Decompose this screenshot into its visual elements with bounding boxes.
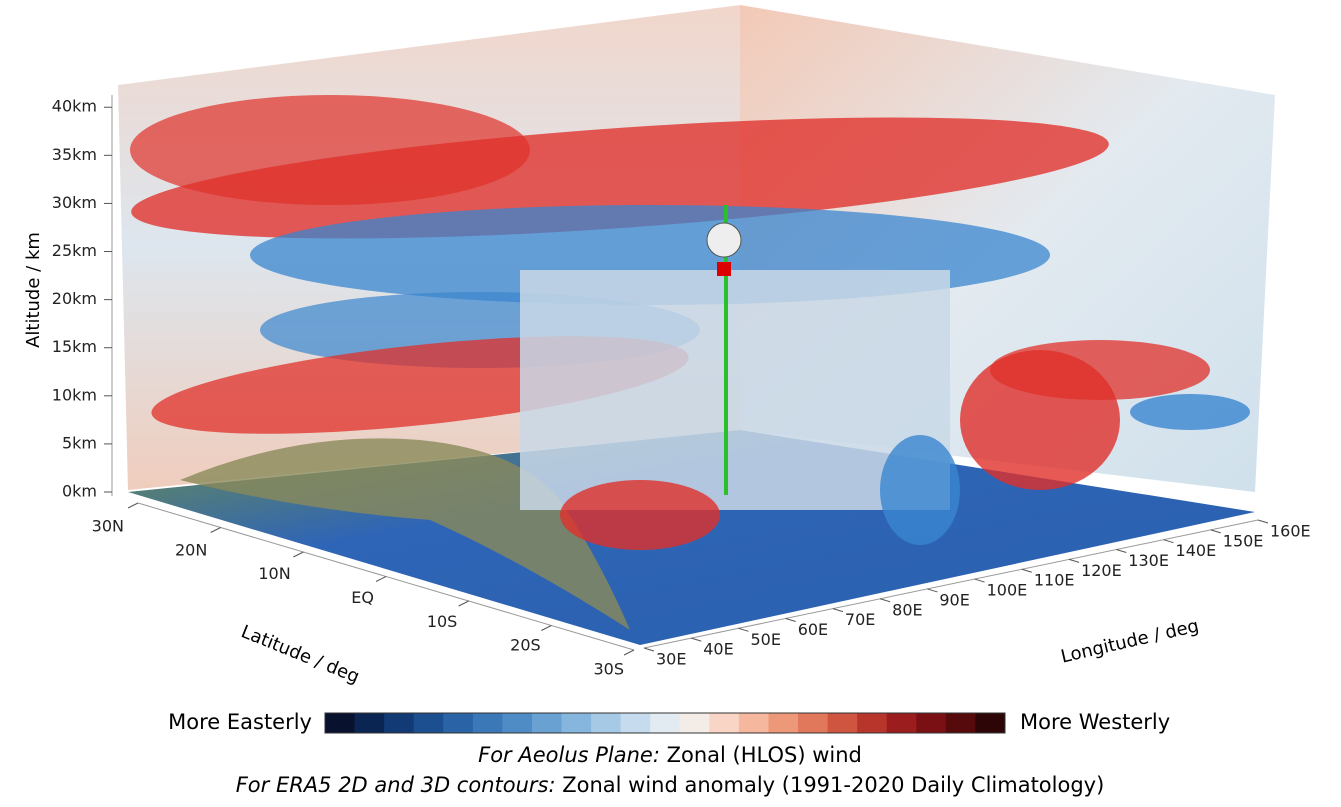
colorbar-segment	[916, 713, 947, 733]
x-tick-label: 90E	[939, 590, 969, 609]
colorbar-segment	[384, 713, 415, 733]
caption-text: Zonal (HLOS) wind	[667, 743, 862, 767]
aeolus-plane	[520, 270, 950, 510]
colorbar-right-label: More Westerly	[1020, 710, 1170, 734]
x-tick-label: 110E	[1034, 571, 1075, 590]
colorbar-segment	[354, 713, 385, 733]
colorbar-segment	[798, 713, 829, 733]
x-tick	[927, 588, 938, 593]
x-tick	[1021, 568, 1032, 573]
colorbar-left-label: More Easterly	[168, 710, 312, 734]
x-tick-label: 60E	[798, 620, 828, 639]
x-tick	[691, 637, 702, 642]
z-axis-label: Altitude / km	[23, 232, 44, 348]
isosurface-easterly	[880, 435, 960, 545]
x-tick	[1210, 529, 1221, 534]
x-tick-label: 130E	[1128, 551, 1169, 570]
colorbar-segment	[709, 713, 740, 733]
x-axis-label: Longitude / deg	[1059, 615, 1201, 667]
y-tick	[623, 649, 635, 656]
colorbar-segment	[975, 713, 1006, 733]
colorbar-segment	[650, 713, 681, 733]
x-tick	[1068, 558, 1080, 563]
x-tick-label: 70E	[845, 610, 875, 629]
x-tick	[1257, 519, 1269, 524]
y-tick	[127, 502, 139, 509]
colorbar-segment	[325, 713, 356, 733]
colorbar-segment	[620, 713, 651, 733]
y-tick	[375, 576, 387, 582]
scene	[118, 5, 1275, 645]
colorbar-segment	[413, 713, 444, 733]
z-tick-label: 25km	[52, 241, 97, 260]
y-tick-label: 20N	[175, 540, 207, 559]
y-tick	[210, 527, 221, 533]
x-tick	[974, 578, 985, 583]
landmass	[180, 438, 630, 630]
x-tick	[880, 598, 891, 603]
y-tick-label: 10N	[258, 564, 290, 583]
isosurface-westerly	[990, 340, 1210, 400]
x-tick-label: 50E	[750, 630, 780, 649]
colorbar-segment	[472, 713, 503, 733]
z-tick-label: 40km	[52, 97, 97, 116]
colorbar-frame	[324, 712, 1006, 734]
x-tick	[832, 608, 844, 613]
x-tick-label: 150E	[1223, 531, 1264, 550]
colorbar-segment	[502, 713, 533, 733]
colorbar-segment	[768, 713, 799, 733]
y-tick	[293, 551, 304, 558]
isosurface-westerly	[130, 95, 530, 205]
colorbar-segment	[886, 713, 917, 733]
satellite-body	[717, 262, 731, 276]
colorbar-segment	[827, 713, 858, 733]
x-tick-label: 120E	[1081, 561, 1122, 580]
x-tick-label: 140E	[1176, 541, 1217, 560]
x-tick-label: 80E	[892, 600, 922, 619]
colorbar-segment	[857, 713, 888, 733]
colorbar-segment	[591, 713, 622, 733]
caption-text: Zonal wind anomaly (1991-2020 Daily Clim…	[562, 773, 1104, 797]
z-tick-label: 20km	[52, 289, 97, 308]
colorbar-segment	[443, 713, 474, 733]
x-tick	[1163, 539, 1174, 544]
x-axis	[643, 519, 1259, 649]
caption: For Aeolus Plane: Zonal (HLOS) wind	[478, 743, 862, 767]
z-tick-label: 5km	[62, 433, 97, 452]
caption-label: For ERA5 2D and 3D contours:	[236, 773, 556, 797]
z-tick-label: 35km	[52, 145, 97, 164]
x-tick	[785, 617, 796, 622]
y-tick-label: 20S	[510, 636, 541, 655]
x-tick-label: 30E	[656, 650, 686, 669]
x-tick	[643, 647, 655, 652]
satellite	[706, 222, 742, 258]
z-tick-label: 15km	[52, 337, 97, 356]
y-axis-label: Latitude / deg	[238, 621, 362, 687]
x-tick	[1116, 549, 1127, 554]
x-tick-label: 160E	[1270, 522, 1311, 541]
colorbar-segment	[945, 713, 976, 733]
caption: For ERA5 2D and 3D contours: Zonal wind …	[236, 773, 1105, 797]
colorbar-segment	[531, 713, 563, 733]
caption-label: For Aeolus Plane:	[478, 743, 660, 767]
y-tick-label: 10S	[427, 612, 458, 631]
y-tick-label: EQ	[351, 588, 374, 607]
isosurface-westerly	[131, 117, 1109, 239]
z-tick-label: 10km	[52, 385, 97, 404]
isosurface-easterly	[1130, 394, 1250, 430]
x-tick	[738, 627, 749, 632]
z-tick-label: 30km	[52, 193, 97, 212]
y-tick	[458, 600, 469, 607]
x-tick-label: 40E	[703, 640, 733, 659]
y-tick	[541, 625, 552, 631]
colorbar-segment	[679, 713, 710, 733]
colorbar-segment	[561, 713, 592, 733]
x-tick-label: 100E	[987, 581, 1028, 600]
z-tick-label: 0km	[62, 482, 97, 501]
y-tick-label: 30N	[92, 517, 124, 536]
colorbar-segment	[738, 713, 769, 733]
isosurface-westerly	[560, 480, 720, 550]
y-tick-label: 30S	[593, 660, 624, 679]
